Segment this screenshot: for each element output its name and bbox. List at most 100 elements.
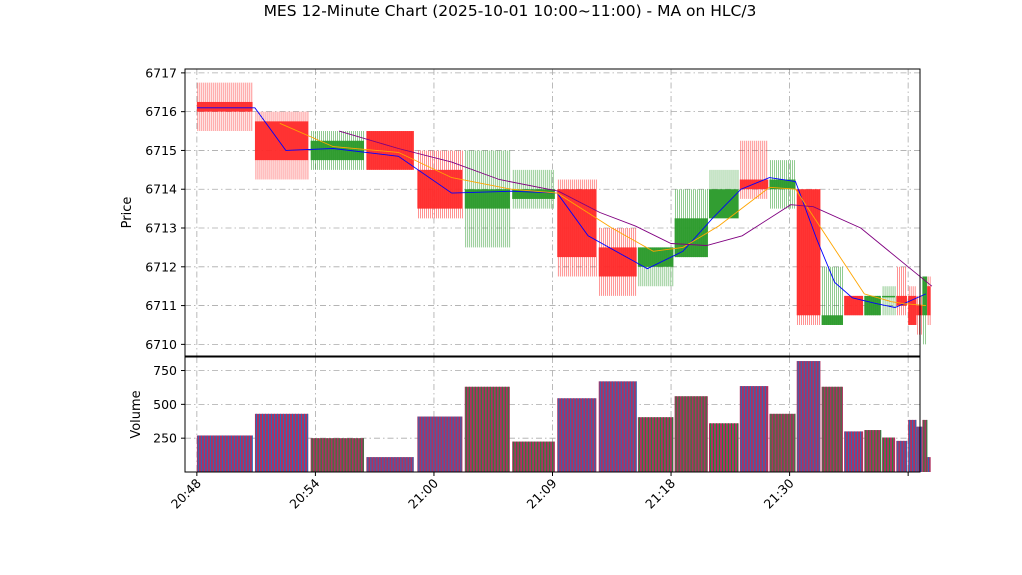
volume-bar: [708, 423, 739, 472]
candle-up: [922, 276, 928, 345]
candle-down: [196, 82, 253, 132]
candle-body: [796, 189, 821, 316]
candle-body: [844, 295, 864, 316]
chart-title: MES 12-Minute Chart (2025-10-01 10:00~11…: [264, 2, 757, 20]
volume-bar: [796, 361, 821, 472]
volume-bar-fill: [366, 457, 414, 472]
candle-down: [896, 266, 907, 316]
candle-up: [708, 169, 739, 219]
candle-body: [922, 276, 928, 316]
ma-line-0: [196, 107, 927, 308]
volume-bar-fill: [512, 441, 555, 472]
volume-bar: [927, 457, 931, 472]
candle-down: [844, 295, 864, 316]
candle-body: [512, 189, 555, 199]
volume-y-tick-label: 750: [153, 363, 177, 378]
candle-body: [916, 305, 923, 316]
volume-bar: [366, 457, 414, 472]
volume-bar: [922, 419, 928, 472]
candle-body: [557, 189, 597, 258]
candle-body: [464, 189, 510, 209]
candle-up: [464, 150, 511, 248]
volume-y-label: Volume: [129, 390, 144, 438]
volume-bar: [196, 435, 253, 472]
candle-up: [310, 131, 365, 170]
volume-bar: [882, 437, 896, 472]
candle-body: [708, 189, 739, 219]
candle-body: [882, 295, 896, 298]
volume-bar: [769, 413, 796, 472]
volume-bar-fill: [196, 435, 253, 472]
price-candles: [196, 82, 931, 345]
candle-body: [821, 315, 843, 325]
volume-y-ticks: 250 500 750: [153, 363, 185, 446]
candle-down: [417, 150, 463, 219]
volume-bar: [598, 381, 637, 472]
candle-body: [637, 247, 674, 267]
volume-bar-fill: [896, 440, 907, 472]
volume-bar-fill: [254, 413, 309, 472]
price-y-tick-label: 6715: [145, 143, 177, 158]
volume-bar: [417, 416, 463, 472]
volume-bar: [864, 430, 882, 472]
candle-body: [674, 218, 708, 258]
volume-bar: [916, 426, 923, 472]
price-y-tick-label: 6713: [145, 221, 177, 236]
candle-down: [254, 111, 309, 180]
price-panel: 6710 6711 6712 6713 6714 6715 6716 6717 Price: [120, 65, 933, 357]
candle-down: [796, 189, 821, 325]
ma-line-2: [338, 130, 933, 287]
candle-body: [739, 179, 769, 190]
volume-bar: [674, 396, 708, 472]
candle-down: [916, 295, 923, 335]
moving-average-lines: [196, 107, 933, 308]
volume-bar: [557, 398, 597, 472]
candle-up: [769, 160, 796, 209]
ma-line-1: [279, 122, 926, 307]
price-y-tick-label: 6710: [145, 337, 177, 352]
volume-panel: 250 500 750 Volume: [129, 356, 931, 473]
candle-down: [739, 140, 769, 199]
candle-body: [908, 295, 917, 325]
candle-up: [864, 295, 881, 316]
volume-bar: [896, 440, 908, 472]
volume-bar: [254, 413, 309, 472]
price-y-tick-label: 6716: [145, 104, 177, 119]
volume-bar: [464, 386, 510, 472]
candle-body: [927, 286, 931, 316]
volume-bar-fill: [637, 417, 674, 472]
volume-bar-fill: [864, 430, 881, 472]
volume-bar-fill: [598, 381, 637, 472]
volume-bar-fill: [882, 437, 896, 472]
candle-down: [908, 286, 917, 325]
candle-body: [196, 101, 253, 112]
volume-y-tick-label: 250: [153, 431, 177, 446]
candle-body: [769, 179, 796, 190]
price-y-tick-label: 6712: [145, 259, 177, 274]
price-y-tick-label: 6711: [145, 298, 177, 313]
volume-bar-fill: [916, 426, 923, 472]
volume-bar: [821, 386, 843, 472]
volume-y-tick-label: 500: [153, 397, 177, 412]
candle-down: [598, 228, 637, 296]
volume-bar: [310, 438, 365, 472]
candle-body: [417, 169, 463, 209]
candle-body: [896, 295, 907, 306]
price-y-ticks: 6710 6711 6712 6713 6714 6715 6716 6717: [145, 65, 185, 352]
candle-up: [821, 266, 843, 325]
volume-bar-fill: [796, 361, 821, 472]
price-y-tick-label: 6714: [145, 182, 177, 197]
price-frame: [184, 68, 921, 357]
candle-body: [864, 295, 881, 316]
price-y-label: Price: [120, 197, 135, 229]
volume-bar: [512, 441, 555, 472]
volume-bar: [739, 386, 769, 472]
volume-bar-fill: [310, 438, 365, 472]
volume-bar: [844, 431, 864, 472]
candle-body: [254, 121, 309, 161]
price-y-tick-label: 6717: [145, 65, 177, 80]
volume-bar: [637, 417, 674, 472]
volume-bar-fill: [922, 419, 928, 472]
volume-bar: [908, 419, 917, 472]
